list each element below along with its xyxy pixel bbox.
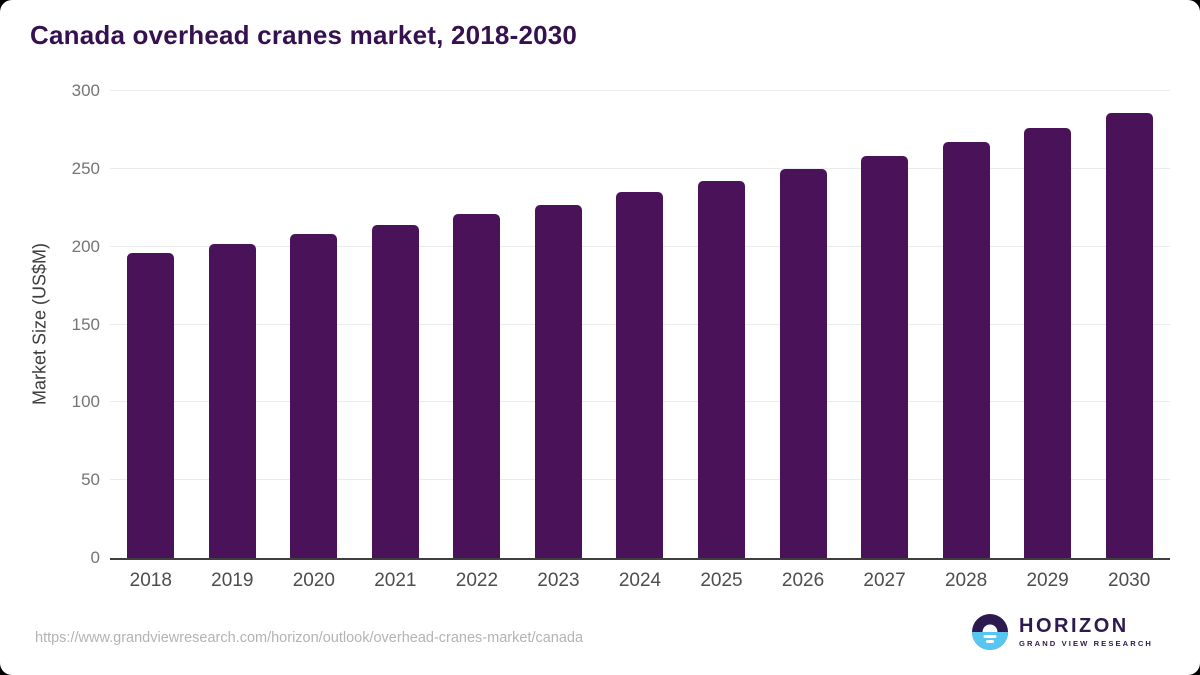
y-tick-label: 50 [81,470,100,490]
bar-slot: 2018 [110,91,192,591]
x-tick-label: 2023 [537,570,580,591]
x-tick-label: 2026 [781,570,825,591]
horizon-logo: HORIZON GRAND VIEW RESEARCH [972,614,1153,650]
bar-slot: 2020 [273,91,355,591]
logo-brand-name: HORIZON [1019,615,1129,637]
bar-2028 [942,142,990,558]
bar-slot: 2024 [599,91,681,591]
y-tick-label: 150 [71,314,100,334]
bar-slot: 2022 [436,91,518,591]
x-tick-label: 2018 [129,570,172,591]
bar-2030 [1105,112,1153,558]
logo-text: HORIZON GRAND VIEW RESEARCH [1019,616,1153,648]
bar-2026 [779,168,827,558]
x-tick-label: 2022 [455,570,499,591]
logo-water-line [983,635,997,638]
y-tick-label: 200 [71,236,100,256]
y-tick-label: 300 [71,81,100,100]
bar-2029 [1024,128,1072,558]
logo-water-line [986,640,995,643]
x-tick-label: 2021 [374,570,417,591]
x-tick-label: 2020 [292,570,335,591]
bar-slot: 2026 [762,91,844,591]
x-tick-label: 2029 [1026,570,1069,591]
bar-2023 [534,204,582,558]
y-tick-label: 100 [71,392,100,412]
bar-2018 [127,252,175,558]
bar-slot: 2025 [681,91,763,591]
y-tick-label: 250 [71,158,100,178]
bar-2021 [371,224,419,558]
bar-2025 [697,181,745,558]
logo-water-half [972,632,1009,650]
gridline [110,167,1170,169]
bar-2019 [208,243,256,558]
bar-2022 [453,213,501,558]
x-tick-label: 2019 [211,570,254,591]
bar-2027 [861,156,909,558]
y-axis-tick-labels: 0 50 100 150 200 250 300 [0,81,100,567]
bar-slot: 2023 [518,91,600,591]
bar-slot: 2028 [925,91,1007,591]
horizon-logo-icon [972,614,1009,650]
bar-slot: 2030 [1088,91,1170,591]
bar-2024 [616,192,664,558]
logo-brand-subtitle: GRAND VIEW RESEARCH [1019,639,1153,648]
page-title: Canada overhead cranes market, 2018-2030 [30,20,578,50]
bar-slot: 2021 [355,91,437,591]
bar-slot: 2029 [1007,91,1089,591]
y-tick-label: 0 [90,548,100,567]
x-tick-label: 2027 [863,570,906,591]
bar-slot: 2027 [844,91,926,591]
x-tick-label: 2024 [618,570,662,591]
bar-2020 [290,234,338,558]
x-tick-label: 2030 [1108,570,1151,591]
bar-slot: 2019 [192,91,274,591]
gridline [110,90,1170,91]
x-tick-label: 2028 [944,570,988,591]
plot-area: 2018 2019 2020 2021 2022 2023 2024 2025 2026 2027… [110,90,1170,591]
x-tick-label: 2025 [700,570,743,591]
source-url: https://www.grandviewresearch.com/horizo… [35,630,584,646]
